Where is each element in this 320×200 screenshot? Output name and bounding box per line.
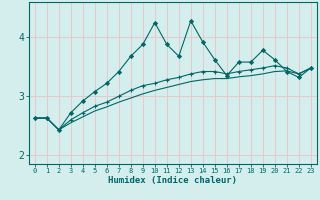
X-axis label: Humidex (Indice chaleur): Humidex (Indice chaleur) xyxy=(108,176,237,185)
